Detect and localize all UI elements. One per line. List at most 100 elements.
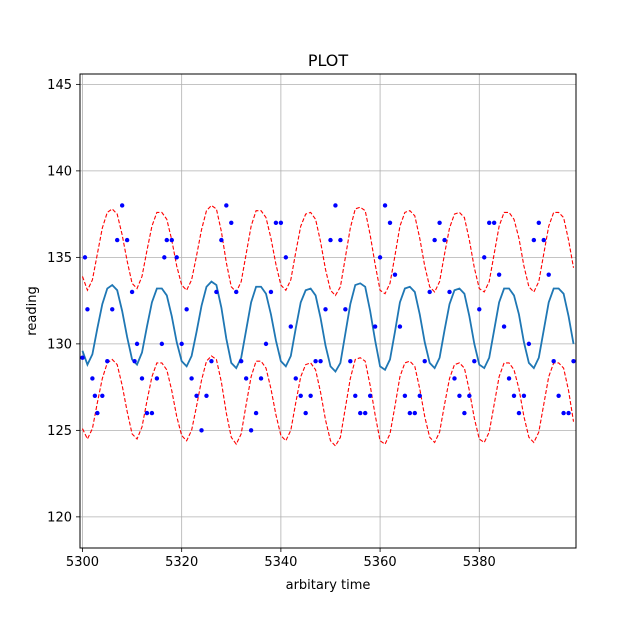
- series-line-lower-bound: [81, 355, 575, 447]
- data-point: [447, 289, 452, 295]
- data-point: [92, 393, 98, 398]
- data-point: [501, 324, 507, 329]
- data-point: [248, 428, 254, 433]
- data-point: [541, 237, 546, 243]
- data-point: [521, 393, 527, 398]
- data-point: [209, 358, 214, 364]
- data-point: [129, 289, 135, 295]
- data-point: [338, 237, 343, 243]
- data-point: [457, 393, 462, 398]
- plot-marks: [80, 203, 576, 447]
- data-point: [358, 410, 363, 416]
- data-point: [402, 393, 408, 398]
- y-tick-label: 135: [47, 251, 72, 266]
- data-point: [184, 307, 189, 312]
- x-axis-label: arbitary time: [286, 578, 371, 593]
- x-tick-label: 5300: [66, 555, 99, 570]
- y-tick-label: 130: [47, 337, 72, 352]
- data-point: [134, 341, 140, 347]
- data-point: [308, 393, 313, 398]
- data-point: [427, 289, 432, 295]
- data-point: [164, 237, 169, 243]
- data-point: [442, 237, 447, 243]
- y-axis-ticks: 120 125 130 135 140 145: [47, 78, 80, 525]
- data-point: [487, 220, 492, 225]
- data-point: [179, 341, 184, 347]
- data-point: [268, 289, 274, 295]
- data-point: [214, 289, 219, 295]
- data-point: [298, 393, 303, 398]
- data-point: [353, 393, 358, 398]
- data-point: [392, 272, 398, 277]
- data-point: [189, 376, 194, 381]
- y-axis-label: reading: [25, 286, 40, 335]
- data-point: [377, 255, 383, 260]
- data-point: [382, 203, 388, 208]
- data-point: [496, 272, 502, 277]
- data-point: [144, 410, 150, 416]
- data-point: [387, 220, 393, 225]
- data-point: [303, 410, 308, 416]
- data-point: [511, 393, 517, 398]
- data-point: [100, 393, 105, 398]
- data-point: [204, 393, 209, 398]
- data-point: [536, 220, 541, 225]
- data-point: [482, 255, 487, 260]
- data-point: [85, 307, 90, 312]
- data-point: [243, 376, 249, 381]
- data-point: [194, 393, 199, 398]
- data-point: [115, 237, 120, 243]
- data-point: [90, 376, 95, 381]
- data-point: [323, 307, 328, 312]
- data-point: [561, 410, 566, 416]
- data-point: [452, 376, 457, 381]
- data-point: [258, 376, 264, 381]
- data-point: [253, 410, 259, 416]
- data-point: [139, 376, 145, 381]
- data-point: [472, 358, 477, 364]
- data-point: [162, 255, 167, 260]
- series-line-upper-bound: [81, 204, 575, 297]
- data-point: [407, 410, 413, 416]
- y-tick-label: 125: [47, 424, 72, 439]
- data-point: [219, 237, 224, 243]
- series-line-fit: [81, 280, 575, 374]
- data-point: [417, 393, 422, 398]
- data-point: [526, 341, 532, 347]
- data-point: [343, 307, 348, 312]
- data-point: [566, 410, 571, 416]
- data-point: [313, 358, 318, 364]
- data-point: [531, 237, 537, 243]
- data-point: [397, 324, 403, 329]
- data-point: [224, 203, 229, 208]
- data-point: [333, 203, 338, 208]
- plot-frame: [79, 73, 577, 549]
- data-point: [571, 358, 576, 364]
- data-point: [328, 237, 333, 243]
- data-point: [82, 255, 88, 260]
- x-tick-label: 5320: [165, 555, 198, 570]
- data-point: [132, 358, 137, 364]
- data-point: [263, 341, 269, 347]
- data-point: [174, 255, 179, 260]
- data-point: [506, 376, 512, 381]
- data-point: [105, 358, 110, 364]
- data-point: [348, 358, 353, 364]
- data-point: [372, 324, 378, 329]
- data-point: [437, 220, 442, 225]
- x-tick-label: 5360: [364, 555, 397, 570]
- y-tick-label: 140: [47, 164, 72, 179]
- data-point: [124, 237, 130, 243]
- data-point: [551, 358, 556, 364]
- data-point: [234, 289, 239, 295]
- data-point: [95, 410, 100, 416]
- data-point: [110, 307, 115, 312]
- data-point: [546, 272, 551, 277]
- data-point: [516, 410, 522, 416]
- data-point: [229, 220, 234, 225]
- data-point: [412, 410, 417, 416]
- data-point: [149, 410, 155, 416]
- data-point: [283, 255, 289, 260]
- data-point: [80, 355, 85, 360]
